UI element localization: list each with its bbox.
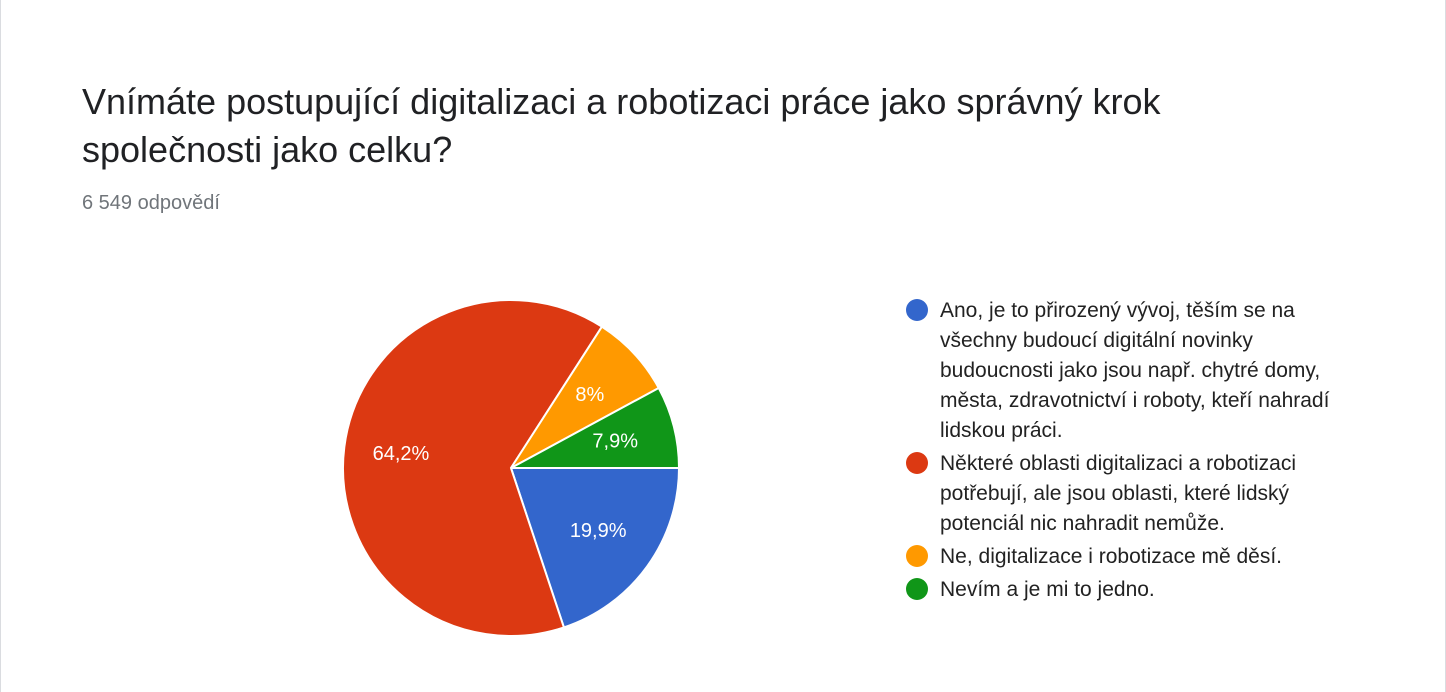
legend-label-4: Nevím a je mi to jedno. bbox=[940, 578, 1155, 601]
pie-slice-1[interactable] bbox=[509, 467, 681, 629]
pie-slice-label-3: 8% bbox=[575, 384, 604, 406]
legend-swatch-1 bbox=[906, 299, 928, 321]
pie-chart: 19,9% 64,2% 8% 7,9% bbox=[331, 288, 691, 648]
pie-slice-label-1: 19,9% bbox=[570, 520, 627, 542]
legend-item-1[interactable]: Ano, je to přirozený vývoj, těším se na … bbox=[906, 296, 1336, 446]
legend-item-2[interactable]: Některé oblasti digitalizaci a robotizac… bbox=[906, 449, 1336, 539]
response-count: 6 549 odpovědí bbox=[82, 192, 220, 214]
pie-slice-4[interactable] bbox=[510, 386, 681, 469]
legend-item-3[interactable]: Ne, digitalizace i robotizace mě děsí. bbox=[906, 542, 1336, 572]
legend-swatch-4 bbox=[906, 578, 928, 600]
legend-label-1: Ano, je to přirozený vývoj, těším se na … bbox=[940, 299, 1330, 442]
question-title: Vnímáte postupující digitalizaci a robot… bbox=[82, 81, 1161, 170]
pie-slice-2[interactable] bbox=[342, 299, 604, 637]
legend-item-4[interactable]: Nevím a je mi to jedno. bbox=[906, 575, 1336, 605]
pie-chart-svg: 19,9% 64,2% 8% 7,9% bbox=[342, 299, 681, 637]
pie-slice-label-4: 7,9% bbox=[592, 431, 638, 453]
legend-swatch-2 bbox=[906, 452, 928, 474]
pie-slice-label-2: 64,2% bbox=[373, 443, 430, 465]
legend-label-2: Některé oblasti digitalizaci a robotizac… bbox=[940, 452, 1297, 535]
chart-legend: Ano, je to přirozený vývoj, těším se na … bbox=[906, 296, 1336, 608]
legend-label-3: Ne, digitalizace i robotizace mě děsí. bbox=[940, 545, 1282, 568]
legend-swatch-3 bbox=[906, 545, 928, 567]
